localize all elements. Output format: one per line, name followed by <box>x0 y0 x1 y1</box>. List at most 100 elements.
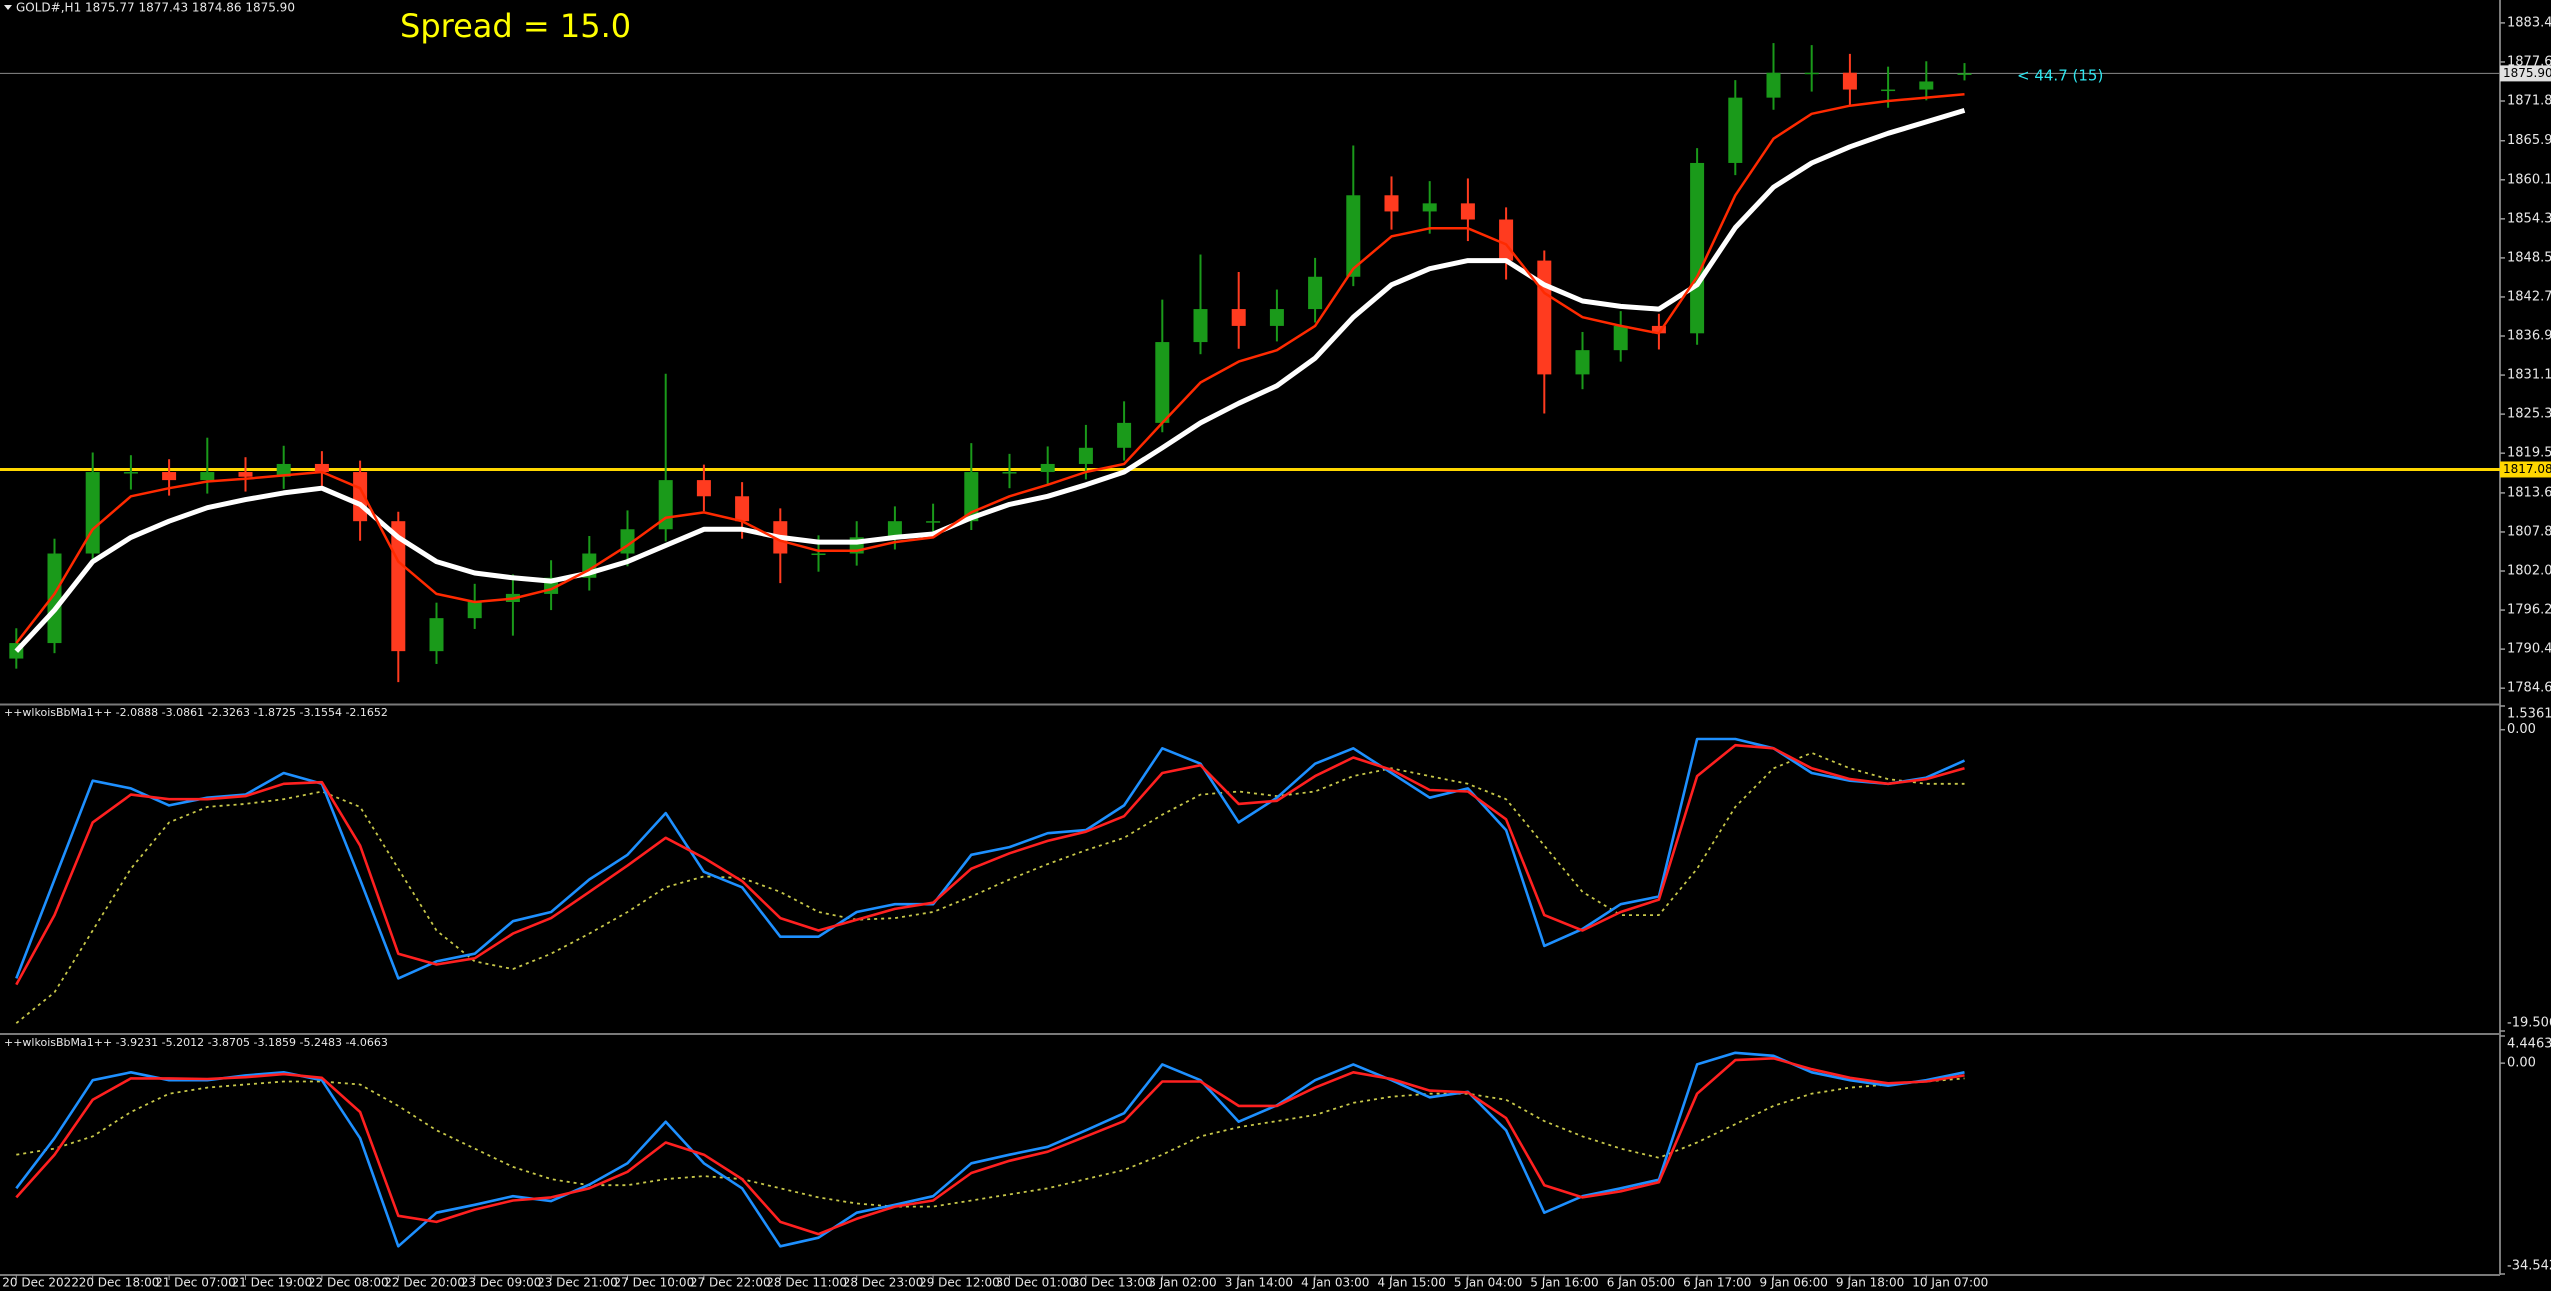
x-tick-label: 4 Jan 15:00 <box>1378 1276 1446 1290</box>
y-tick-label: 0.00 <box>2507 722 2536 737</box>
x-tick-label: 10 Jan 07:00 <box>1912 1276 1988 1290</box>
x-tick-label: 22 Dec 08:00 <box>308 1276 389 1290</box>
indicator-line <box>15 752 1965 1024</box>
x-tick-label: 21 Dec 19:00 <box>232 1276 313 1290</box>
candle-body <box>1269 309 1284 326</box>
candle-body <box>1422 203 1437 212</box>
candle-body <box>123 472 138 474</box>
indicator-title: ++wlkoisBbMa1++ -3.9231 -5.2012 -3.8705 … <box>4 1036 388 1049</box>
x-tick-label: 23 Dec 09:00 <box>461 1276 542 1290</box>
indicator-line <box>15 1057 1965 1236</box>
y-tick-label: 0.00 <box>2507 1056 2536 1071</box>
candle-body <box>1957 73 1972 75</box>
candle-body <box>1766 72 1781 98</box>
x-tick-label: 4 Jan 03:00 <box>1301 1276 1369 1290</box>
candle-body <box>200 472 215 481</box>
y-tick-label: -19.5068 <box>2507 1016 2551 1031</box>
x-tick-label: 6 Jan 05:00 <box>1607 1276 1675 1290</box>
indicator-line <box>15 1051 1965 1248</box>
candle-body <box>429 618 444 652</box>
candle-body <box>1804 72 1819 75</box>
price-label: 1875.90 <box>2503 66 2551 80</box>
x-tick-label: 22 Dec 20:00 <box>384 1276 465 1290</box>
y-tick-label: 4.4463 <box>2507 1037 2551 1052</box>
y-tick-label: 1796.20 <box>2507 603 2551 618</box>
candle-body <box>276 463 291 477</box>
x-tick-label: 20 Dec 18:00 <box>79 1276 160 1290</box>
x-tick-label: 28 Dec 11:00 <box>766 1276 847 1290</box>
candle-body <box>467 601 482 619</box>
candle-body <box>1040 463 1055 473</box>
x-tick-label: 9 Jan 18:00 <box>1836 1276 1904 1290</box>
y-tick-label: 1790.40 <box>2507 642 2551 657</box>
candle-body <box>964 472 979 522</box>
indicator-line <box>15 93 1965 644</box>
candle-body <box>1346 195 1361 277</box>
symbol-header: GOLD#,H1 1875.77 1877.43 1874.86 1875.90 <box>16 1 295 15</box>
candle-body <box>1842 72 1857 90</box>
x-tick-label: 30 Dec 01:00 <box>996 1276 1077 1290</box>
y-tick-label: 1854.30 <box>2507 211 2551 226</box>
x-tick-label: 27 Dec 22:00 <box>690 1276 771 1290</box>
y-tick-label: 1807.80 <box>2507 524 2551 539</box>
y-tick-label: 1825.30 <box>2507 407 2551 422</box>
x-tick-label: 29 Dec 12:00 <box>919 1276 1000 1290</box>
x-tick-label: 5 Jan 16:00 <box>1530 1276 1598 1290</box>
x-tick-label: 5 Jan 04:00 <box>1454 1276 1522 1290</box>
candle-body <box>1575 350 1590 375</box>
spread-annotation: Spread = 15.0 <box>400 7 631 45</box>
candle-body <box>1002 472 1017 474</box>
x-tick-label: 9 Jan 06:00 <box>1760 1276 1828 1290</box>
y-tick-label: 1842.70 <box>2507 289 2551 304</box>
candle-body <box>1613 325 1628 351</box>
candle-body <box>1308 276 1323 310</box>
x-tick-label: 21 Dec 07:00 <box>155 1276 236 1290</box>
x-tick-label: 27 Dec 10:00 <box>614 1276 695 1290</box>
x-tick-label: 20 Dec 2022 <box>2 1276 79 1290</box>
indicator-title: ++wlkoisBbMa1++ -2.0888 -3.0861 -2.3263 … <box>4 706 388 719</box>
indicator-line <box>15 737 1966 980</box>
x-tick-label: 6 Jan 17:00 <box>1683 1276 1751 1290</box>
candle-body <box>887 521 902 538</box>
candle-body <box>926 521 941 523</box>
candle-body <box>696 480 711 497</box>
y-tick-label: 1848.50 <box>2507 250 2551 265</box>
x-tick-label: 23 Dec 21:00 <box>537 1276 618 1290</box>
y-tick-label: 1819.50 <box>2507 446 2551 461</box>
y-tick-label: 1784.60 <box>2507 681 2551 696</box>
candle-body <box>811 553 826 556</box>
y-tick-label: 1813.60 <box>2507 485 2551 500</box>
level-label-box <box>2500 461 2551 478</box>
candle-body <box>1231 309 1246 326</box>
candle-body <box>1384 195 1399 212</box>
level-label: 1817.08 <box>2503 462 2551 476</box>
candle-body <box>85 472 100 554</box>
price-label-box <box>2500 65 2551 82</box>
y-tick-label: 1836.90 <box>2507 329 2551 344</box>
x-tick-label: 30 Dec 13:00 <box>1072 1276 1153 1290</box>
candle-body <box>1460 203 1475 220</box>
y-tick-label: 1.5361 <box>2507 707 2551 722</box>
candle-body <box>1155 342 1170 423</box>
candle-body <box>1117 422 1132 448</box>
candle-body <box>162 472 177 481</box>
candle-body <box>47 553 62 644</box>
indicator-line <box>15 743 1965 986</box>
candle-body <box>1690 162 1705 334</box>
y-tick-label: 1883.40 <box>2507 15 2551 30</box>
x-tick-label: 3 Jan 14:00 <box>1225 1276 1293 1290</box>
candle-body <box>1499 219 1514 261</box>
price-note: < 44.7 (15) <box>2017 67 2103 85</box>
x-tick-label: 3 Jan 02:00 <box>1148 1276 1216 1290</box>
menu-arrow[interactable] <box>4 5 12 10</box>
candle-body <box>1078 447 1093 464</box>
y-tick-label: 1802.00 <box>2507 564 2551 579</box>
candle-body <box>1193 309 1208 343</box>
y-tick-label: 1865.90 <box>2507 133 2551 148</box>
candle-body <box>735 496 750 522</box>
y-tick-label: 1831.10 <box>2507 368 2551 383</box>
candle-body <box>1881 89 1896 92</box>
y-tick-label: -34.5421 <box>2507 1259 2551 1274</box>
